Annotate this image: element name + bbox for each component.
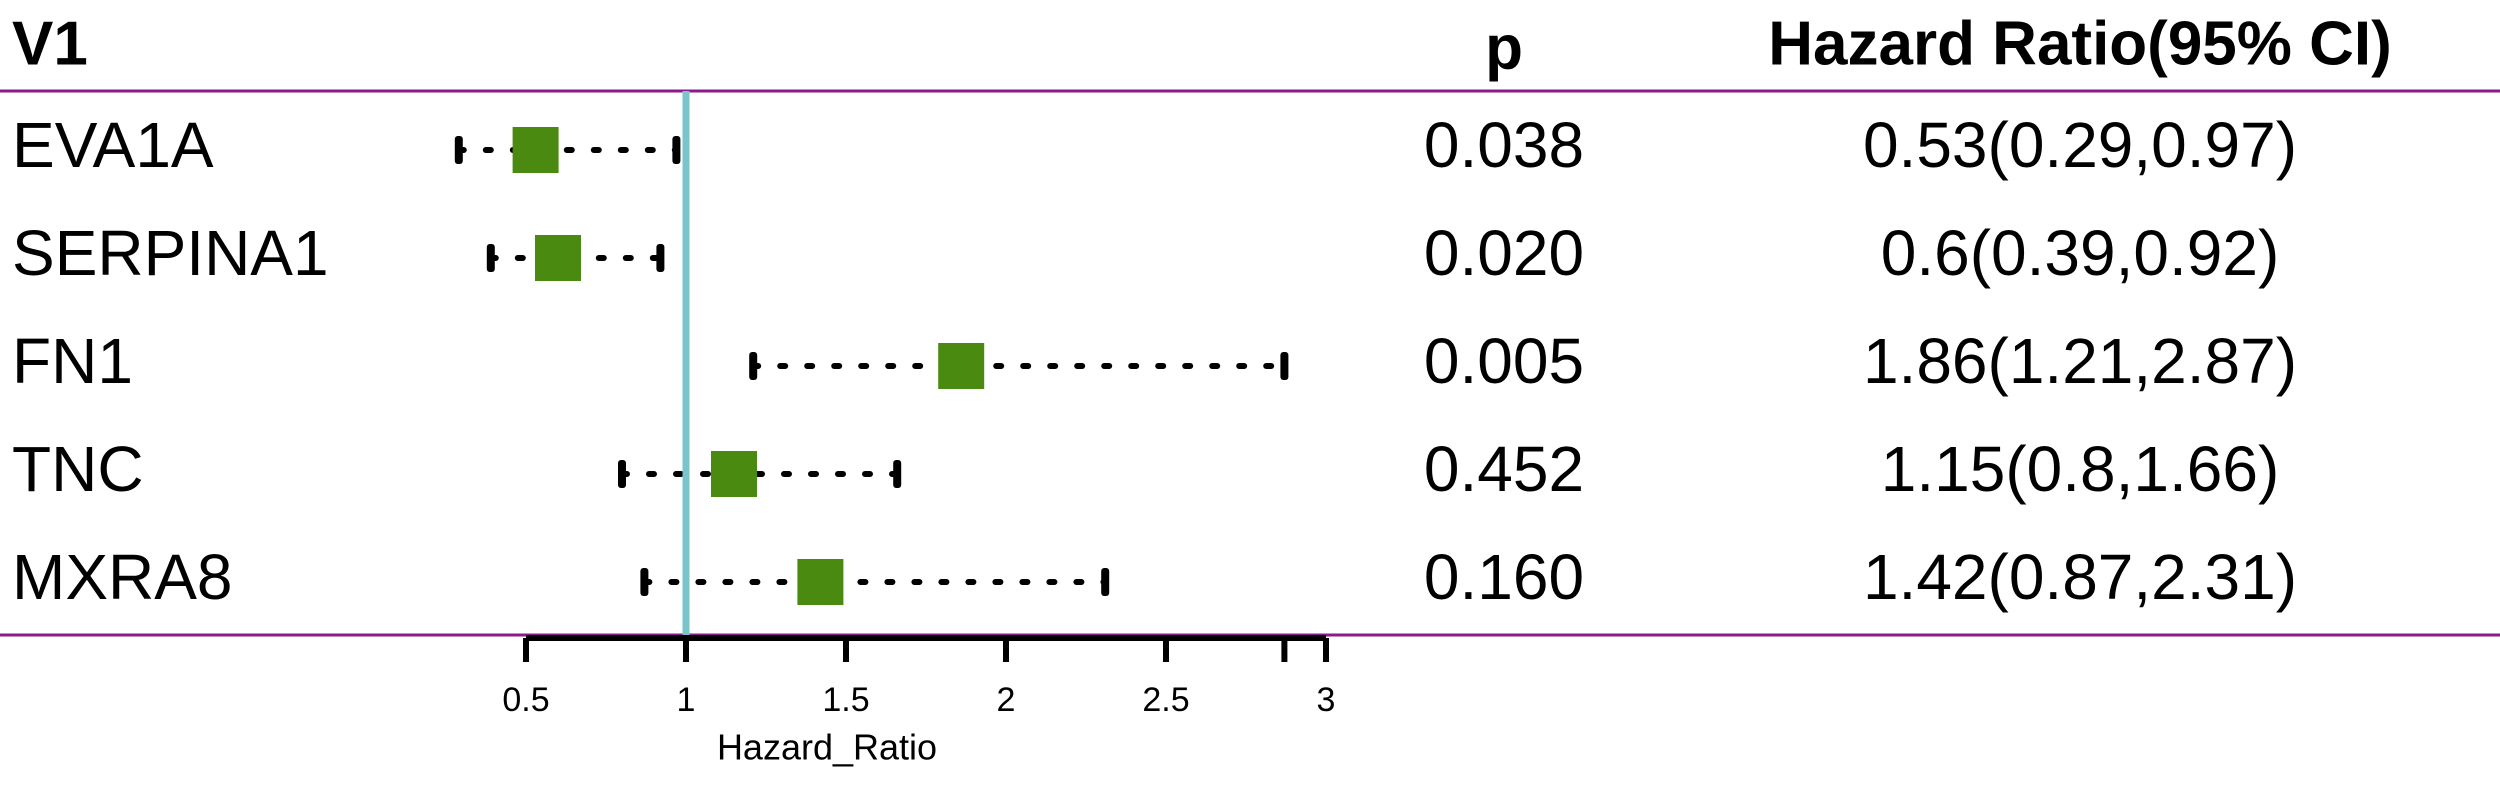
ci-upper-cap bbox=[1280, 352, 1289, 380]
column-header: V1 bbox=[12, 9, 88, 78]
p-value: 0.005 bbox=[1424, 325, 1584, 397]
ci-upper-cap bbox=[672, 136, 681, 164]
ci-lower-cap bbox=[618, 460, 626, 488]
hr-ci: 1.15(0.8,1.66) bbox=[1881, 433, 2280, 505]
p-value: 0.038 bbox=[1424, 109, 1584, 181]
p-value: 0.452 bbox=[1424, 433, 1584, 505]
hr-ci: 1.42(0.87,2.31) bbox=[1863, 541, 2297, 613]
hr-ci: 0.53(0.29,0.97) bbox=[1863, 109, 2297, 181]
row-label: TNC bbox=[12, 433, 144, 505]
row-label: FN1 bbox=[12, 325, 133, 397]
x-axis-label: Hazard_Ratio bbox=[717, 727, 937, 768]
hr-ci: 1.86(1.21,2.87) bbox=[1863, 325, 2297, 397]
row-label: SERPINA1 bbox=[12, 217, 329, 289]
x-tick-label: 2.5 bbox=[1142, 681, 1189, 719]
column-header: Hazard Ratio(95% CI) bbox=[1768, 9, 2392, 78]
p-value: 0.020 bbox=[1424, 217, 1584, 289]
p-value: 0.160 bbox=[1424, 541, 1584, 613]
x-tick-label: 1 bbox=[677, 681, 696, 719]
ci-upper-cap bbox=[893, 460, 902, 488]
ci-lower-cap bbox=[486, 244, 495, 272]
ci-lower-cap bbox=[454, 136, 463, 164]
row-label: EVA1A bbox=[12, 109, 214, 181]
ci-lower-cap bbox=[640, 568, 649, 596]
column-header: p bbox=[1485, 13, 1523, 82]
x-tick-label: 1.5 bbox=[822, 681, 869, 719]
hr-point bbox=[512, 127, 559, 173]
x-tick-label: 3 bbox=[1317, 681, 1336, 719]
hr-ci: 0.6(0.39,0.92) bbox=[1881, 217, 2280, 289]
hr-point bbox=[535, 235, 581, 281]
x-tick-label: 2 bbox=[997, 681, 1016, 719]
ci-upper-cap bbox=[1101, 568, 1110, 596]
hr-point bbox=[938, 343, 985, 389]
ci-lower-cap bbox=[749, 352, 758, 380]
row-label: MXRA8 bbox=[12, 541, 233, 613]
ci-upper-cap bbox=[656, 244, 665, 272]
hr-point bbox=[711, 451, 757, 497]
x-tick-label: 0.5 bbox=[502, 681, 549, 719]
hr-point bbox=[797, 559, 844, 605]
